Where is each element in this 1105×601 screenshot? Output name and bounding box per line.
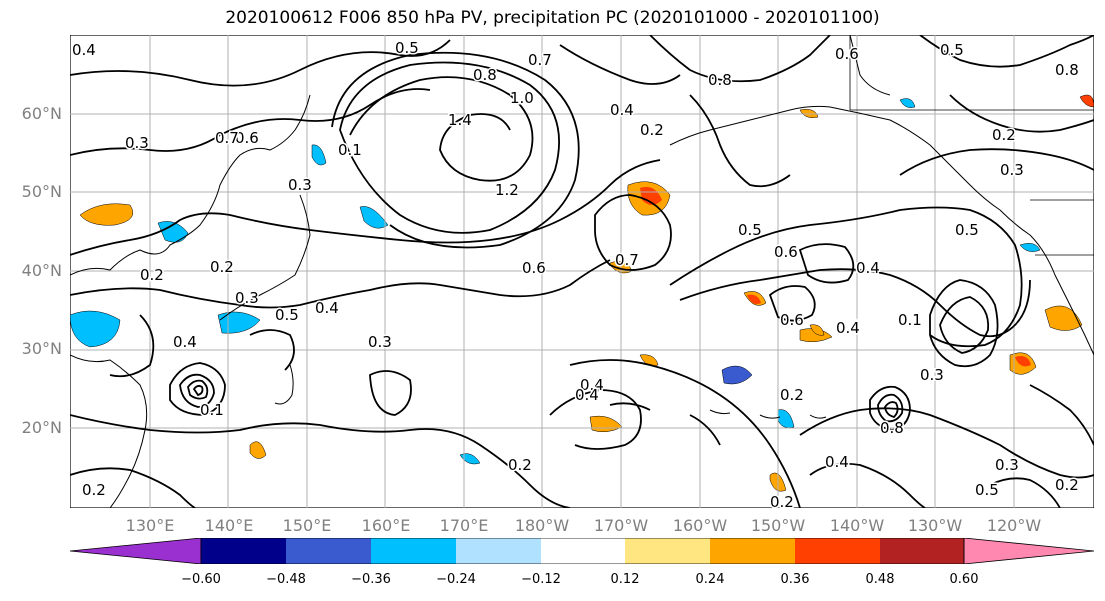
contour-label: 0.1 [898, 311, 922, 329]
contour-label: 0.4 [315, 299, 339, 317]
contour-label: 0.2 [780, 386, 804, 404]
contour-label: 0.8 [473, 66, 497, 84]
colorbar-frame [200, 538, 965, 564]
lon-label: 130°E [125, 516, 175, 535]
lon-label: 130°W [907, 516, 963, 535]
colorbar-tick-label: 0.60 [949, 572, 979, 587]
contour-label: 1.0 [510, 89, 534, 107]
contour-label: 0.3 [125, 134, 149, 152]
contour-label: 0.2 [82, 481, 106, 499]
lon-label: 140°W [829, 516, 885, 535]
colorbar-segment [201, 538, 286, 564]
lat-label-40n: 40°N [21, 261, 62, 280]
contour-label: 0.3 [1000, 161, 1024, 179]
colorbar-extend-high [963, 538, 1094, 564]
contour-label: 0.8 [708, 71, 732, 89]
contour-label: 0.5 [275, 306, 299, 324]
contour-label: 0.8 [1055, 61, 1079, 79]
lon-label: 170°E [439, 516, 489, 535]
contour-label: 0.3 [235, 289, 259, 307]
contour-label: 0.6 [835, 45, 859, 63]
contour-label: 0.6 [774, 243, 798, 261]
contour-label: 0.4 [610, 101, 634, 119]
contour-label: 0.2 [770, 493, 794, 508]
contour-label: 0.2 [140, 266, 164, 284]
colorbar-segment [710, 538, 795, 564]
contour-label: 0.4 [825, 453, 849, 471]
contour-label: 0.5 [955, 221, 979, 239]
graticule [70, 35, 1094, 508]
lon-label: 160°E [361, 516, 411, 535]
lon-label: 150°E [282, 516, 332, 535]
contour-label: 0.2 [210, 258, 234, 276]
colorbar-segment [795, 538, 880, 564]
chart-title: 2020100612 F006 850 hPa PV, precipitatio… [225, 8, 880, 28]
lon-label: 180°W [514, 516, 570, 535]
colorbar-tick-label: 0.12 [610, 572, 640, 587]
contour-label: 0.4 [836, 319, 860, 337]
contour-label: 0.7 [528, 51, 552, 69]
contour-label: 0.7 [615, 251, 639, 269]
contour-label: 0.6 [522, 259, 546, 277]
lat-label-30n: 30°N [21, 339, 62, 358]
colorbar-tick-label: −0.48 [266, 572, 306, 587]
contour-label: 0.6 [780, 311, 804, 329]
colorbar-segment [286, 538, 371, 564]
lon-label: 120°W [986, 516, 1042, 535]
contour-label: 0.3 [920, 366, 944, 384]
map-panel: 0.4 0.5 0.7 0.6 0.8 1.0 1.4 0.3 0.6 0.7 … [70, 35, 1094, 508]
pv-contours [70, 35, 1094, 508]
contour-label: 0.4 [173, 333, 197, 351]
colorbar-tick-label: 0.24 [695, 572, 725, 587]
contour-label: 0.1 [200, 401, 224, 419]
contour-label: 0.5 [738, 221, 762, 239]
contour-label: 0.3 [995, 456, 1019, 474]
contour-label: 1.2 [495, 181, 519, 199]
colorbar-segment [541, 538, 625, 564]
lat-label-60n: 60°N [21, 104, 62, 123]
contour-label: 0.3 [288, 176, 312, 194]
contour-label: 0.4 [580, 376, 604, 394]
contour-label: 0.2 [640, 121, 664, 139]
lon-label: 170°W [593, 516, 649, 535]
contour-label: 0.2 [508, 456, 532, 474]
contour-label: 0.1 [338, 141, 362, 159]
colorbar-tick-label: −0.24 [436, 572, 476, 587]
contour-label: 0.5 [395, 39, 419, 57]
colorbar-extend-low [70, 538, 202, 564]
lon-label: 150°W [750, 516, 806, 535]
lat-label-50n: 50°N [21, 182, 62, 201]
contour-label: 0.3 [368, 333, 392, 351]
lon-label: 160°W [672, 516, 728, 535]
contour-label: 0.7 [215, 129, 239, 147]
colorbar-tick-label: 0.48 [865, 572, 895, 587]
colorbar-tick-label: −0.36 [351, 572, 391, 587]
contour-label: 0.4 [72, 41, 96, 59]
colorbar-segment [880, 538, 964, 564]
contour-label: 0.5 [975, 481, 999, 499]
colorbar-segment [456, 538, 541, 564]
colorbar-tick-label: −0.60 [181, 572, 221, 587]
contour-label: 0.5 [940, 41, 964, 59]
contour-label: 0.2 [992, 126, 1016, 144]
coastlines [70, 35, 1094, 508]
contour-label: 0.6 [235, 129, 259, 147]
contour-label: 1.4 [448, 111, 472, 129]
boundaries [849, 35, 1094, 256]
contour-label: 0.8 [880, 419, 904, 437]
colorbar-tick-label: −0.12 [521, 572, 561, 587]
contour-labels: 0.4 0.5 0.7 0.6 0.8 1.0 1.4 0.3 0.6 0.7 … [71, 38, 1081, 509]
lat-label-20n: 20°N [21, 418, 62, 437]
colorbar-tick-label: 0.36 [780, 572, 810, 587]
colorbar [70, 538, 1094, 564]
lon-label: 140°E [204, 516, 254, 535]
contour-label: 0.4 [575, 386, 599, 404]
colorbar-segment [371, 538, 456, 564]
colorbar-segment [625, 538, 710, 564]
contour-label: 0.4 [856, 259, 880, 277]
contour-label: 0.2 [1055, 476, 1079, 494]
